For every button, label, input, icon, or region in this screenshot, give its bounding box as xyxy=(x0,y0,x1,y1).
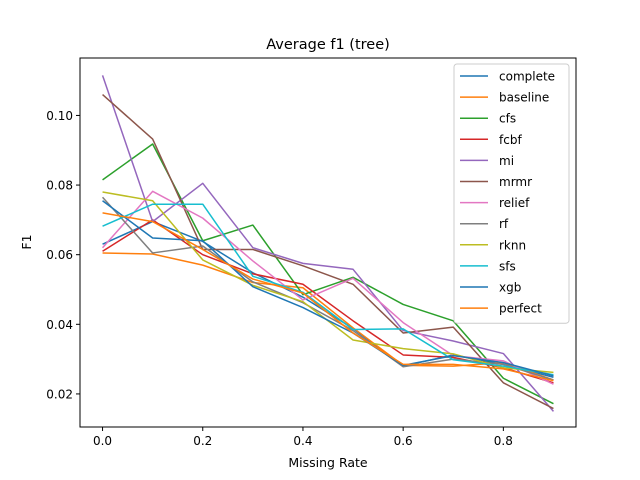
x-tick-label: 0.6 xyxy=(394,434,413,448)
y-tick-label: 0.06 xyxy=(46,248,73,262)
legend-label-sfs: sfs xyxy=(499,259,516,273)
chart-title: Average f1 (tree) xyxy=(266,37,390,53)
series-line-sfs xyxy=(102,203,554,376)
y-tick-label: 0.04 xyxy=(46,318,73,332)
legend-box xyxy=(453,63,570,324)
legend-label-cfs: cfs xyxy=(499,112,516,126)
legend: complete baseline cfs fcbf mi mrmr relief rf rkn… xyxy=(453,63,570,324)
y-tick-label: 0.08 xyxy=(46,179,73,193)
x-tick-label: 0.2 xyxy=(193,434,212,448)
legend-label-mrmr: mrmr xyxy=(499,175,532,189)
legend-label-baseline: baseline xyxy=(499,91,549,105)
y-tick-label: 0.10 xyxy=(46,109,73,123)
series-line-cfs xyxy=(102,143,554,405)
y-tick-label: 0.02 xyxy=(46,387,73,401)
legend-label-perfect: perfect xyxy=(499,302,542,316)
legend-label-fcbf: fcbf xyxy=(499,133,522,147)
series-line-mrmr xyxy=(102,93,554,410)
axes-frame xyxy=(79,57,577,428)
x-axis-label: Missing Rate xyxy=(288,455,368,470)
legend-label-rknn: rknn xyxy=(499,238,526,252)
legend-label-xgb: xgb xyxy=(499,281,521,295)
series-line-perfect xyxy=(102,212,554,382)
legend-label-rf: rf xyxy=(499,217,509,231)
x-tick-label: 0.8 xyxy=(494,434,513,448)
x-tick-label: 0.0 xyxy=(93,434,112,448)
plot-area xyxy=(101,75,555,412)
x-tick-label: 0.4 xyxy=(293,434,312,448)
legend-label-mi: mi xyxy=(499,154,514,168)
legend-label-relief: relief xyxy=(499,196,530,210)
y-axis: 0.02 0.04 0.06 0.08 0.10 xyxy=(46,109,80,401)
series-line-rf xyxy=(101,196,554,381)
series-line-xgb xyxy=(102,200,554,377)
y-axis-label: F1 xyxy=(19,234,34,249)
series-line-baseline xyxy=(102,252,554,381)
x-axis: 0.0 0.2 0.4 0.6 0.8 xyxy=(93,427,513,448)
series-line-mi xyxy=(101,75,555,412)
legend-label-complete: complete xyxy=(499,70,555,84)
